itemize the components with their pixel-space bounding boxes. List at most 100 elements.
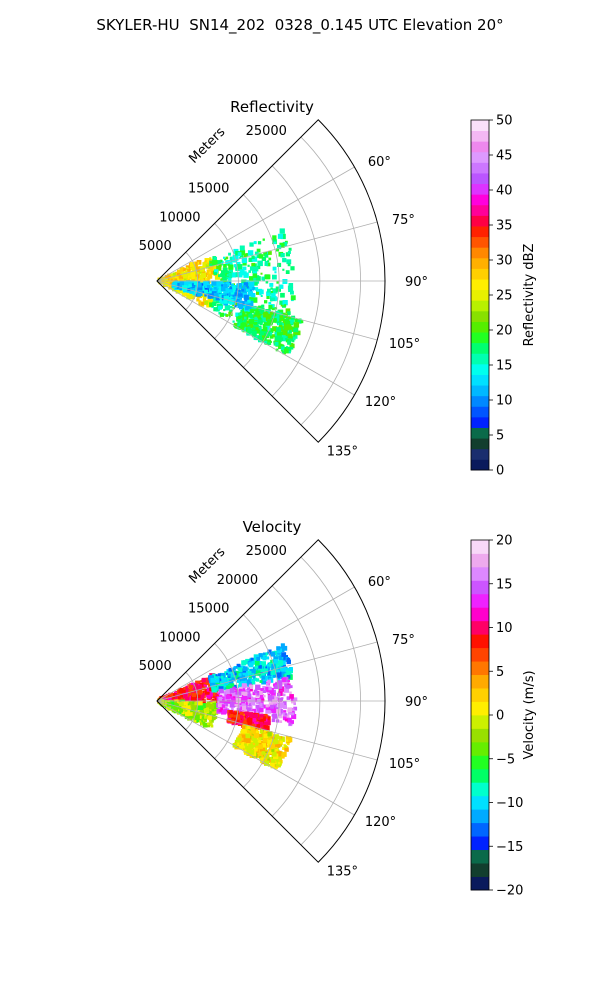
echo-gate [261,655,265,660]
echo-gate [271,749,275,753]
echo-gate [255,313,261,319]
echo-gate [255,327,259,330]
echo-gate [236,737,242,743]
echo-gate [204,294,207,297]
echo-gate [228,667,233,672]
echo-gate [221,677,227,684]
echo-gate [170,705,174,709]
echo-gate [196,298,200,302]
echo-gate [273,659,279,664]
echo-gate [269,315,272,318]
colorbar-swatch [471,204,489,216]
echo-gate [213,257,217,261]
echo-gate [250,701,256,706]
echo-gate [276,327,282,333]
echo-gate [284,683,288,687]
echo-gate [259,729,264,734]
echo-gate [226,260,232,266]
echo-gate [233,264,238,268]
azimuth-tick-label: 135° [327,865,358,880]
echo-gate [290,346,294,350]
echo-gate [251,256,258,262]
echo-gate [240,313,246,319]
colorbar: 0 5 10 15 20 25 30 35 40 45 50 Reflectivity dBZ [470,114,537,479]
echo-gate [214,274,221,280]
echo-gate [286,259,292,265]
echo-gate [271,718,276,723]
colorbar-swatch [471,728,489,743]
echo-gate [218,696,222,701]
echo-gate [212,259,218,266]
colorbar-swatch [471,321,489,333]
echo-gate [228,673,231,677]
echo-gate [267,679,271,684]
colorbar-swatch [471,688,489,702]
echo-gate [265,708,271,714]
echo-gate [254,745,259,750]
echo-gate [258,753,263,758]
colorbar-swatch [471,183,489,195]
echo-gate [233,666,236,669]
echo-gate [228,299,234,305]
range-tick-label: 10000 [159,210,200,225]
echo-gate [227,719,231,723]
echo-gate [289,694,294,699]
echo-gate [208,722,212,726]
echo-gate [242,745,246,749]
echo-gate [242,680,248,686]
echo-gate [297,319,301,323]
echo-gate [164,277,168,282]
echo-gate [219,273,224,278]
echo-gate [199,709,204,714]
echo-gate [278,709,283,714]
echo-gate [262,704,267,709]
echo-gate [253,721,259,727]
echo-gate [241,703,247,708]
echo-gate [270,287,273,290]
echo-gate [245,280,250,284]
colorbar-swatch [471,257,489,269]
echo-gate [241,705,247,710]
echo-gate [266,295,270,299]
echo-gate [267,670,273,676]
echo-gate [267,260,270,263]
colorbar-swatch [471,374,489,386]
echo-gate [289,691,292,694]
echo-gate [193,280,199,285]
echo-gate [201,290,205,294]
echo-gate [268,744,273,749]
echo-gate [250,308,255,313]
echo-gate [286,324,291,329]
echo-gate [287,707,293,713]
echo-gate [272,266,277,271]
echo-gate [278,702,285,708]
echo-gate [241,660,247,666]
colorbar-swatch [471,876,489,891]
echo-gate [277,323,280,326]
echo-gate [247,693,252,698]
echo-gate [258,721,264,727]
echo-gate [260,672,266,678]
echo-gate [195,711,199,716]
azimuth-tick-label: 60° [368,575,391,590]
echo-gate [243,691,248,696]
echo-gate [213,265,218,270]
echo-gate [278,684,283,689]
echo-gate [233,672,237,676]
echo-gate [260,757,266,764]
echo-gate [187,708,192,713]
echo-gate [247,264,250,267]
echo-gate [251,293,256,298]
echo-gate [256,701,259,705]
echo-gate [263,733,269,739]
echo-gate [252,730,257,735]
echo-gate [202,262,208,268]
echo-gate [248,662,254,668]
echo-gate [265,652,269,656]
echo-gate [246,310,250,314]
echo-gate [235,694,240,699]
echo-gate [242,725,246,730]
echo-gate [272,713,277,717]
echo-gate [276,744,281,748]
echo-gate [252,327,256,331]
